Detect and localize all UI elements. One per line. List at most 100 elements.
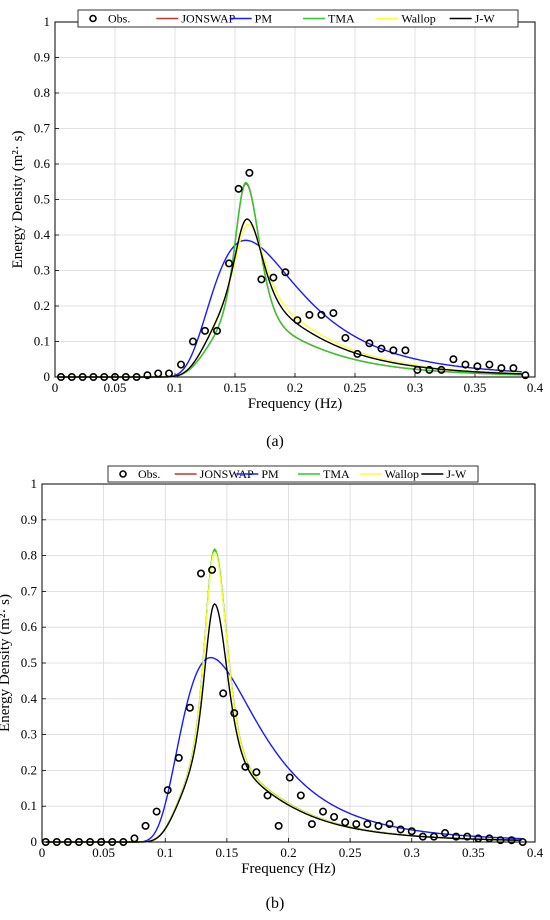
obs-point	[296, 791, 305, 800]
legend-label: Obs.	[108, 12, 130, 26]
obs-point	[213, 326, 222, 335]
y-tick-label: 0.4	[21, 691, 38, 706]
obs-point	[485, 360, 494, 369]
obs-point	[100, 372, 109, 381]
grid	[54, 21, 536, 378]
obs-point	[97, 837, 106, 846]
obs-point	[461, 360, 470, 369]
obs-point	[111, 372, 120, 381]
obs-point	[418, 832, 427, 841]
obs-point	[353, 349, 362, 358]
obs-point	[230, 709, 239, 718]
x-axis-label: Frequency (Hz)	[241, 861, 336, 877]
x-axis-label: Frequency (Hz)	[248, 396, 343, 412]
obs-point	[507, 836, 516, 845]
y-tick-label: 0.8	[34, 85, 50, 100]
obs-point	[257, 275, 266, 284]
obs-point	[496, 836, 505, 845]
series-line-wallop	[45, 550, 522, 843]
y-tick-label: 0.1	[21, 798, 37, 813]
obs-point	[252, 768, 261, 777]
obs-point	[67, 372, 76, 381]
obs-point	[396, 825, 405, 834]
obs-point	[293, 316, 302, 325]
chart-panel-b: 0 0.1 0.2 0.3 0.4 0.5 0.6 0.7 0.8 0.9 1 0 0.05 0.1 0.1…	[0, 465, 544, 912]
x-tick-label: 0.3	[407, 380, 423, 395]
obs-point	[329, 309, 338, 318]
series-line-pm	[45, 656, 522, 843]
obs-point	[56, 372, 65, 381]
series-line-j-w	[45, 602, 522, 843]
obs-point	[121, 372, 130, 381]
obs-point	[154, 369, 163, 378]
x-tick-label: 0.4	[527, 845, 544, 860]
legend-label: TMA	[323, 467, 350, 481]
obs-point	[241, 762, 250, 771]
obs-point	[425, 365, 434, 374]
obs-point	[518, 837, 527, 846]
obs-point	[130, 834, 139, 843]
series-line-tma	[45, 548, 522, 843]
x-tick-label: 0.2	[287, 380, 303, 395]
y-tick-label: 1	[44, 14, 51, 29]
obs-point	[473, 362, 482, 371]
legend-label: J-W	[446, 467, 467, 481]
panel-label: (b)	[266, 895, 285, 912]
obs-point	[165, 369, 174, 378]
x-tick-label: 0.15	[224, 380, 247, 395]
obs-point	[208, 565, 217, 574]
obs-point	[132, 372, 141, 381]
y-axis-label: Energy Density (m²· s)	[10, 131, 26, 269]
obs-point	[317, 310, 326, 319]
x-tick-label: 0	[52, 380, 59, 395]
legend-label: Wallop	[385, 467, 419, 481]
x-tick-label: 0.2	[280, 845, 296, 860]
obs-point	[225, 259, 234, 268]
legend-label: Obs.	[138, 467, 160, 481]
legend-marker-obs	[119, 470, 127, 478]
obs-point	[330, 812, 339, 821]
obs-point	[74, 837, 83, 846]
obs-point	[196, 569, 205, 578]
panel-label: (a)	[266, 433, 284, 450]
obs-point	[389, 346, 398, 355]
obs-point	[269, 273, 278, 282]
legend-box	[77, 9, 519, 28]
series-line-jonswap	[45, 549, 522, 843]
y-tick-label: 0.3	[34, 263, 50, 278]
y-tick-label: 0.4	[34, 227, 51, 242]
obs-point	[352, 820, 361, 829]
x-tick-label: 0.1	[167, 380, 183, 395]
obs-point	[341, 333, 350, 342]
legend-label: Wallop	[401, 12, 435, 26]
obs-point	[441, 829, 450, 838]
y-tick-label: 0.2	[21, 762, 37, 777]
x-tick-label: 0.1	[157, 845, 173, 860]
x-tick-label: 0.05	[104, 380, 127, 395]
obs-point	[497, 364, 506, 373]
obs-point	[274, 821, 283, 830]
legend-label: TMA	[328, 12, 355, 26]
legend: Obs. JONSWAP PM TMA Wallop J-W	[77, 9, 519, 28]
obs-point	[177, 360, 186, 369]
legend-box	[107, 465, 479, 483]
y-tick-label: 0	[44, 369, 51, 384]
grid	[41, 483, 536, 843]
y-tick-label: 0.5	[21, 655, 37, 670]
obs-point	[374, 821, 383, 830]
y-tick-label: 0.2	[34, 298, 50, 313]
obs-point	[52, 837, 61, 846]
y-tick-label: 0.3	[21, 727, 37, 742]
obs-point	[86, 837, 95, 846]
obs-point	[341, 818, 350, 827]
obs-point	[245, 168, 254, 177]
obs-point	[89, 372, 98, 381]
obs-point	[174, 753, 183, 762]
obs-point	[41, 837, 50, 846]
x-tick-label: 0.35	[464, 380, 487, 395]
obs-point	[385, 820, 394, 829]
obs-point	[63, 837, 72, 846]
obs-point	[234, 184, 243, 193]
obs-point	[285, 773, 294, 782]
x-tick-label: 0.15	[216, 845, 239, 860]
